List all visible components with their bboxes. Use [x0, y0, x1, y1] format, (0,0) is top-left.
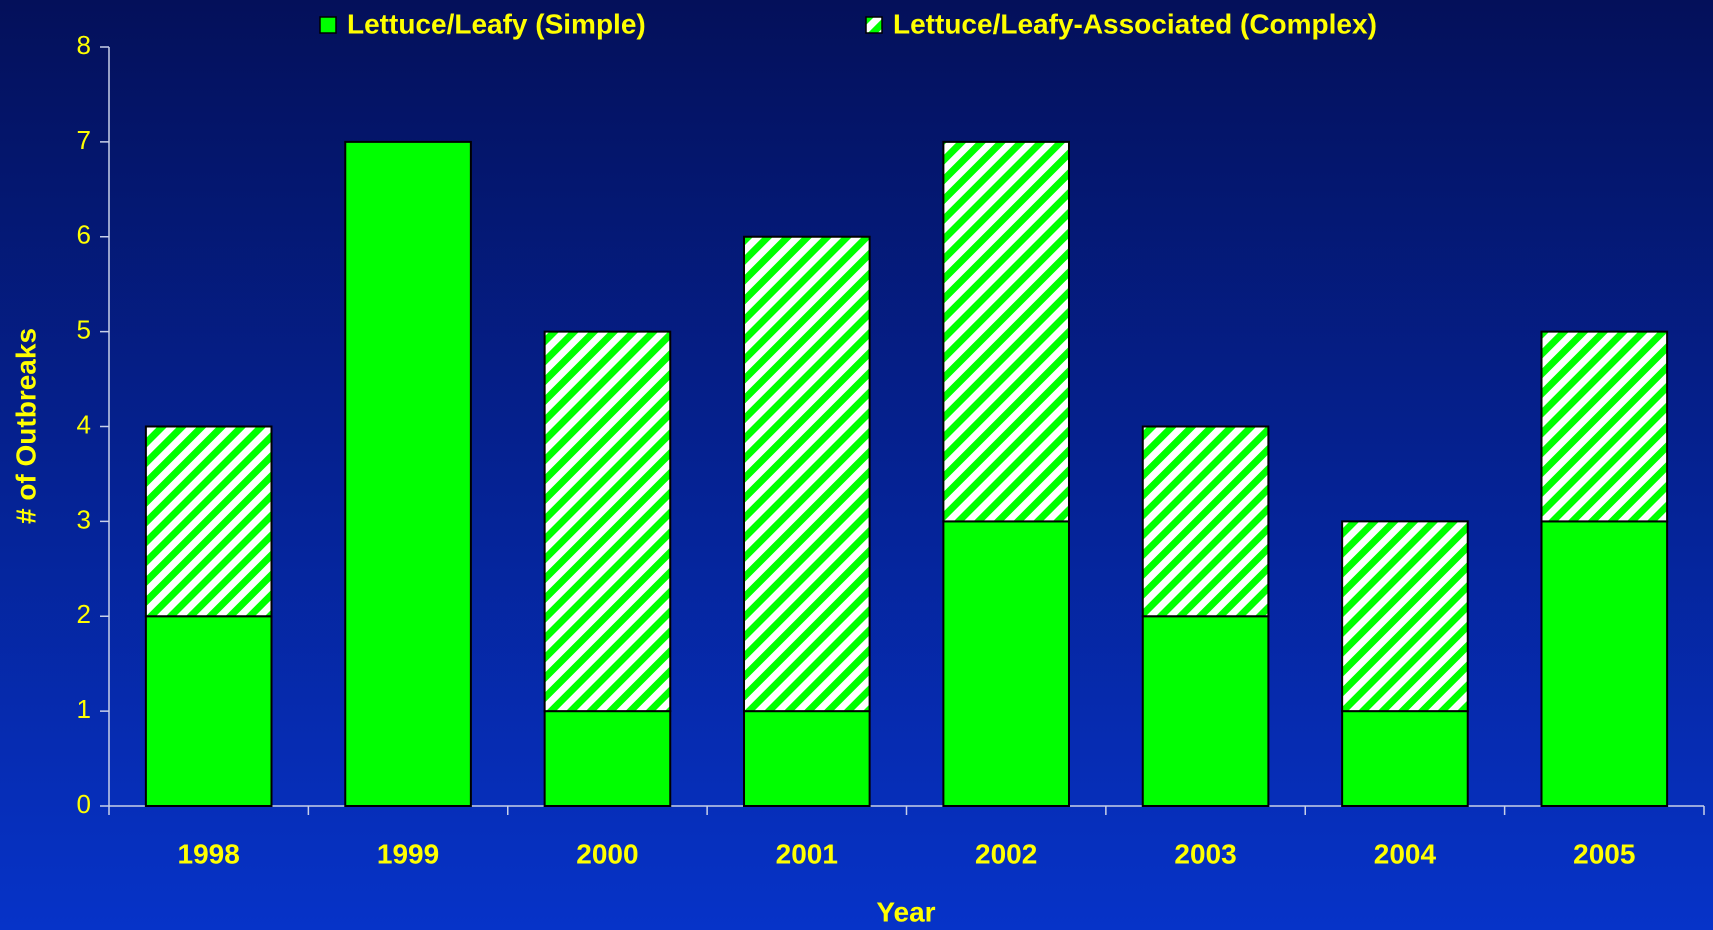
bar-segment — [1341, 520, 1469, 713]
y-tick-label: 5 — [77, 315, 91, 345]
bar-segment — [1341, 710, 1469, 807]
x-tick-label: 2005 — [1573, 838, 1635, 869]
y-axis-label: # of Outbreaks — [10, 328, 41, 524]
bar-segment — [1540, 520, 1669, 807]
bar-segment — [942, 520, 1070, 807]
x-tick-label: 2004 — [1374, 838, 1437, 869]
bar-segment — [1540, 330, 1669, 523]
bar-segment — [144, 425, 273, 618]
bar-segment — [942, 140, 1070, 523]
bar-segment — [743, 235, 871, 713]
legend-swatch — [865, 16, 883, 34]
x-tick-label: 2000 — [576, 838, 638, 869]
x-tick-label: 2003 — [1174, 838, 1236, 869]
x-tick-label: 2001 — [776, 838, 838, 869]
y-tick-label: 7 — [77, 125, 91, 155]
y-tick-label: 4 — [77, 409, 91, 439]
x-tick-label: 2002 — [975, 838, 1037, 869]
bar-segment — [543, 330, 672, 713]
bar-segment — [1141, 425, 1270, 618]
y-tick-label: 2 — [77, 599, 91, 629]
x-tick-label: 1999 — [377, 838, 439, 869]
legend-label: Lettuce/Leafy-Associated (Complex) — [893, 8, 1377, 39]
legend-swatch — [319, 16, 337, 34]
y-tick-label: 1 — [77, 694, 91, 724]
y-tick-label: 0 — [77, 789, 91, 819]
bar-segment — [144, 615, 273, 807]
y-tick-label: 6 — [77, 220, 91, 250]
bar-segment — [344, 140, 472, 807]
bar-segment — [1141, 615, 1270, 807]
x-axis-label: Year — [876, 896, 935, 927]
legend-label: Lettuce/Leafy (Simple) — [347, 8, 646, 39]
y-tick-label: 8 — [77, 30, 91, 60]
y-tick-label: 3 — [77, 504, 91, 534]
bar-segment — [543, 710, 672, 807]
bar-segment — [743, 710, 871, 807]
x-tick-label: 1998 — [178, 838, 240, 869]
